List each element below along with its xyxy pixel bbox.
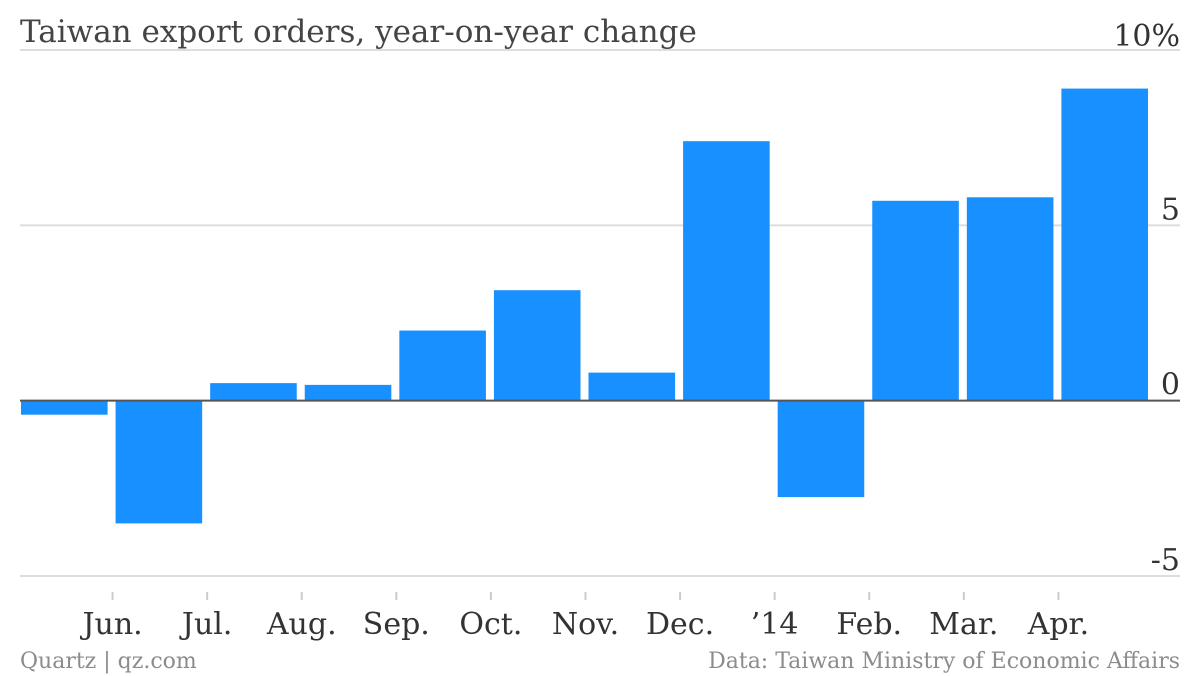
data-source: Data: Taiwan Ministry of Economic Affair… — [708, 649, 1180, 674]
bar — [683, 141, 770, 401]
y-tick-labels: -5 0 5 10% — [1113, 19, 1180, 578]
bar — [966, 197, 1054, 401]
x-tick-label: ’14 — [751, 607, 799, 642]
y-tick-label: 0 — [1161, 368, 1180, 403]
bar — [210, 383, 297, 401]
x-tick-label: Dec. — [646, 607, 714, 642]
bar — [21, 400, 108, 415]
x-tick-label: Sep. — [363, 607, 430, 642]
x-tick-label: Mar. — [929, 607, 998, 642]
x-tick-label: Apr. — [1027, 607, 1089, 642]
axes — [20, 399, 1180, 600]
y-tick-label: 10% — [1113, 19, 1180, 54]
x-tick-label: Jul. — [179, 607, 232, 642]
chart-title: Taiwan export orders, year-on-year chang… — [20, 14, 697, 50]
x-tick-label: Aug. — [266, 607, 337, 642]
source-credit: Quartz | qz.com — [20, 649, 197, 674]
bar — [115, 400, 203, 524]
x-tick-labels: Jun. Jul. Aug. Sep. Oct. Nov. Dec. ’14 Feb. Mar. A… — [79, 607, 1089, 642]
bar — [304, 384, 392, 401]
x-tick-label: Feb. — [836, 607, 902, 642]
y-tick-label: -5 — [1151, 543, 1180, 578]
bar — [777, 400, 865, 498]
x-tick-label: Jun. — [79, 607, 142, 642]
bar — [1061, 88, 1148, 401]
bar — [399, 330, 486, 401]
bar — [588, 372, 676, 401]
y-tick-label: 5 — [1161, 192, 1180, 227]
x-tick-label: Oct. — [459, 607, 522, 642]
bars — [21, 88, 1148, 524]
bar — [493, 290, 581, 401]
x-tick-label: Nov. — [552, 607, 619, 642]
bar — [872, 200, 959, 401]
